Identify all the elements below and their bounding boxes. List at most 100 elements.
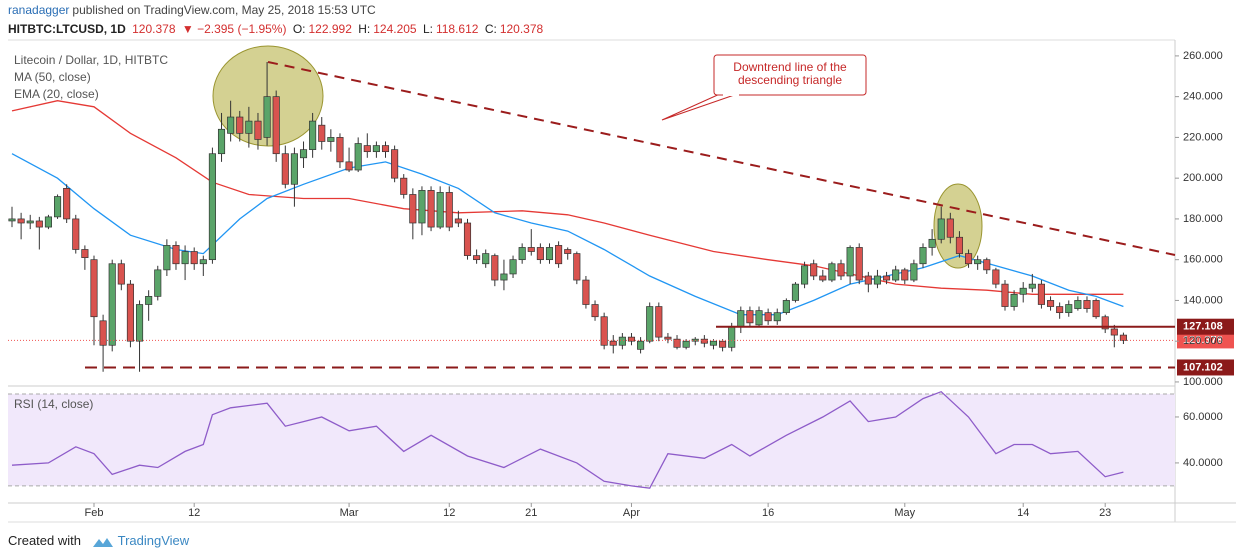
- ohlc-value: 124.205: [373, 22, 417, 36]
- candle-body: [63, 188, 71, 220]
- candle-body: [372, 145, 380, 153]
- candle-body: [463, 222, 472, 256]
- candle-body: [746, 310, 754, 324]
- candle-body: [773, 312, 781, 322]
- candle-body: [819, 275, 827, 281]
- candle-body: [281, 153, 289, 185]
- candle-body: [545, 247, 554, 261]
- candle-body: [828, 263, 836, 281]
- rsi-band: [8, 393, 1175, 486]
- candle-body: [609, 340, 617, 346]
- candle-body: [8, 218, 16, 222]
- series-line: [11, 100, 1124, 295]
- price-label-box: [1177, 359, 1234, 376]
- candle-body: [664, 336, 672, 340]
- change: ▼ −2.395 (−1.95%): [181, 22, 287, 36]
- x-tick-label: 12: [443, 507, 455, 519]
- candle-body: [901, 269, 909, 281]
- candle-body: [536, 247, 544, 261]
- candle-body: [354, 143, 362, 171]
- y-tick-label: 120.000: [1183, 335, 1223, 347]
- candle-body: [582, 279, 590, 305]
- y-tick-label: 200.000: [1183, 172, 1223, 184]
- candle-body: [591, 304, 599, 318]
- candle-body: [637, 340, 645, 350]
- candle-body: [454, 218, 462, 224]
- x-tick-label: Mar: [340, 507, 359, 519]
- candle-body: [1046, 300, 1055, 307]
- candle-body: [108, 263, 116, 346]
- legend-title: Litecoin / Dollar, 1D, HITBTC: [14, 53, 169, 67]
- candle-body: [573, 253, 581, 281]
- ohlc-value: 122.992: [308, 22, 352, 36]
- candle-body: [199, 259, 207, 265]
- ohlc-label: L:: [422, 22, 433, 36]
- footer: Created with TradingView: [8, 533, 192, 548]
- candle-body: [1037, 283, 1045, 305]
- logo-shape: [92, 537, 113, 547]
- candle-body: [855, 247, 863, 281]
- candle-body: [928, 238, 936, 248]
- candle-body: [217, 128, 226, 155]
- price-label-box: [1177, 318, 1234, 335]
- y-tick-label: 180.000: [1183, 213, 1223, 225]
- candle-body: [764, 312, 772, 322]
- candle-body: [35, 220, 43, 228]
- candle-body: [500, 273, 508, 281]
- candle-body: [1065, 304, 1073, 314]
- candle-body: [892, 269, 900, 281]
- trend-line: [267, 61, 1176, 256]
- last-price: 120.378: [132, 22, 176, 36]
- candle-body: [436, 192, 444, 228]
- candle-body: [682, 340, 690, 348]
- candle-body: [1010, 293, 1018, 307]
- ohlc-label: H:: [358, 22, 371, 36]
- candle-body: [728, 326, 736, 348]
- candle-body: [709, 340, 718, 346]
- price-label: 120.378: [1183, 334, 1223, 346]
- candle-body: [491, 255, 499, 281]
- rsi-legend: RSI (14, close): [14, 396, 93, 413]
- y-tick-label: 220.000: [1183, 131, 1223, 143]
- candle-body: [919, 247, 927, 265]
- candle-body: [81, 249, 89, 258]
- candle-body: [208, 153, 216, 261]
- candle-body: [873, 275, 882, 285]
- candle-body: [1083, 300, 1091, 309]
- candle-body: [290, 153, 298, 185]
- legend-entry: EMA (20, close): [14, 87, 99, 101]
- candle-body: [810, 263, 818, 277]
- candle-body: [618, 336, 626, 346]
- candle-body: [318, 124, 326, 142]
- candle-body: [409, 194, 417, 224]
- candle-body: [864, 275, 872, 285]
- candle-body: [117, 263, 125, 285]
- candle-body: [518, 247, 526, 261]
- candle-body: [527, 247, 535, 252]
- candle-body: [801, 265, 809, 285]
- candle-body: [755, 310, 763, 326]
- x-tick-label: 12: [188, 507, 200, 519]
- ohlc-value: 120.378: [499, 22, 544, 36]
- candle-body: [345, 161, 353, 171]
- candle-body: [181, 251, 189, 265]
- candle-body: [837, 263, 845, 277]
- candle-body: [964, 253, 973, 265]
- x-tick-label: 16: [762, 507, 774, 519]
- candle-body: [126, 283, 134, 342]
- legend: Litecoin / Dollar, 1D, HITBTC MA (50, cl…: [14, 52, 168, 103]
- ohlc-label: O:: [292, 22, 306, 36]
- legend-entry: RSI (14, close): [14, 397, 94, 411]
- created-with: Created with: [8, 533, 81, 548]
- candle-body: [482, 253, 490, 265]
- candle-body: [99, 320, 107, 346]
- price-label: 107.102: [1183, 361, 1223, 373]
- logo: [92, 537, 113, 547]
- candle-body: [381, 145, 390, 153]
- candle-body: [1119, 334, 1127, 341]
- candle-body: [418, 190, 426, 224]
- candle-body: [336, 137, 344, 163]
- y-tick-label: 60.0000: [1183, 411, 1223, 423]
